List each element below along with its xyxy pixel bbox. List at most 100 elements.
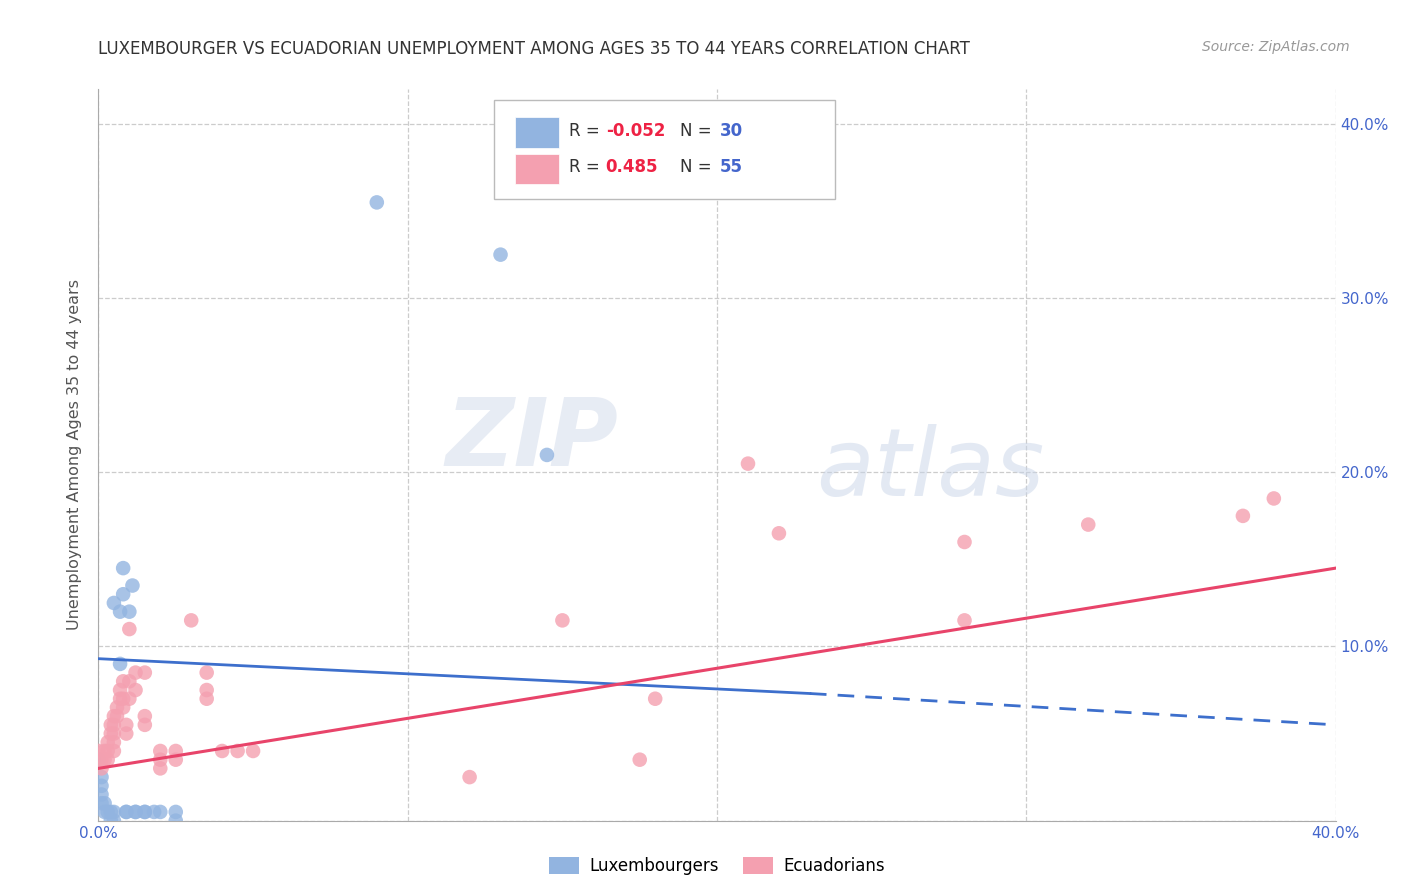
Point	[124, 683, 146, 698]
Point	[100, 805, 122, 819]
Text: Source: ZipAtlas.com: Source: ZipAtlas.com	[1202, 40, 1350, 54]
Text: ZIP: ZIP	[446, 394, 619, 486]
FancyBboxPatch shape	[516, 153, 558, 185]
Point	[115, 718, 138, 732]
Point	[165, 805, 187, 819]
Text: LUXEMBOURGER VS ECUADORIAN UNEMPLOYMENT AMONG AGES 35 TO 44 YEARS CORRELATION CH: LUXEMBOURGER VS ECUADORIAN UNEMPLOYMENT …	[98, 40, 970, 58]
Text: 0.485: 0.485	[606, 159, 658, 177]
Point	[105, 709, 128, 723]
Point	[366, 195, 388, 210]
Point	[93, 753, 115, 767]
Text: N =: N =	[681, 159, 717, 177]
Point	[100, 814, 122, 828]
Point	[124, 805, 146, 819]
Point	[195, 691, 218, 706]
Point	[112, 691, 135, 706]
Point	[112, 700, 135, 714]
Point	[118, 605, 141, 619]
Point	[195, 665, 218, 680]
Text: 55: 55	[720, 159, 742, 177]
Point	[103, 709, 125, 723]
Point	[90, 761, 112, 775]
Point	[165, 744, 187, 758]
Point	[90, 779, 112, 793]
Point	[112, 587, 135, 601]
Point	[93, 796, 115, 810]
Point	[118, 674, 141, 689]
Text: 30: 30	[720, 122, 742, 140]
Point	[90, 796, 112, 810]
Point	[1263, 491, 1285, 506]
Point	[242, 744, 264, 758]
Point	[97, 735, 120, 749]
Point	[149, 805, 172, 819]
Point	[118, 691, 141, 706]
Point	[149, 753, 172, 767]
Point	[124, 805, 146, 819]
Point	[143, 805, 166, 819]
Point	[112, 674, 135, 689]
Point	[97, 805, 120, 819]
Point	[112, 561, 135, 575]
Point	[115, 726, 138, 740]
Point	[93, 805, 115, 819]
Point	[134, 805, 156, 819]
Point	[737, 457, 759, 471]
Point	[121, 578, 143, 592]
Point	[118, 622, 141, 636]
Point	[97, 744, 120, 758]
Legend: Luxembourgers, Ecuadorians: Luxembourgers, Ecuadorians	[543, 850, 891, 882]
Point	[103, 744, 125, 758]
Point	[108, 691, 131, 706]
Text: R =: R =	[568, 159, 605, 177]
Point	[90, 753, 112, 767]
Point	[134, 718, 156, 732]
Point	[165, 814, 187, 828]
Point	[1232, 508, 1254, 523]
Point	[115, 805, 138, 819]
Point	[180, 613, 202, 627]
Point	[149, 761, 172, 775]
Point	[644, 691, 666, 706]
Point	[165, 753, 187, 767]
Point	[103, 718, 125, 732]
Point	[134, 709, 156, 723]
Point	[226, 744, 249, 758]
Point	[100, 726, 122, 740]
Point	[953, 535, 976, 549]
Point	[97, 753, 120, 767]
Point	[124, 665, 146, 680]
Point	[87, 744, 110, 758]
Point	[115, 805, 138, 819]
Point	[90, 788, 112, 802]
Point	[90, 770, 112, 784]
Point	[953, 613, 976, 627]
Point	[768, 526, 790, 541]
Point	[628, 753, 651, 767]
Text: atlas: atlas	[815, 424, 1045, 515]
Point	[103, 596, 125, 610]
Point	[134, 805, 156, 819]
Point	[103, 814, 125, 828]
Point	[149, 744, 172, 758]
Point	[108, 657, 131, 671]
Point	[103, 805, 125, 819]
Point	[134, 665, 156, 680]
Point	[108, 605, 131, 619]
Text: R =: R =	[568, 122, 605, 140]
Point	[458, 770, 481, 784]
Text: -0.052: -0.052	[606, 122, 665, 140]
Point	[103, 735, 125, 749]
FancyBboxPatch shape	[495, 100, 835, 199]
Y-axis label: Unemployment Among Ages 35 to 44 years: Unemployment Among Ages 35 to 44 years	[67, 279, 83, 631]
Text: N =: N =	[681, 122, 717, 140]
FancyBboxPatch shape	[516, 117, 558, 148]
Point	[108, 683, 131, 698]
Point	[103, 726, 125, 740]
Point	[105, 700, 128, 714]
Point	[100, 718, 122, 732]
Point	[536, 448, 558, 462]
Point	[195, 683, 218, 698]
Point	[489, 247, 512, 261]
Point	[1077, 517, 1099, 532]
